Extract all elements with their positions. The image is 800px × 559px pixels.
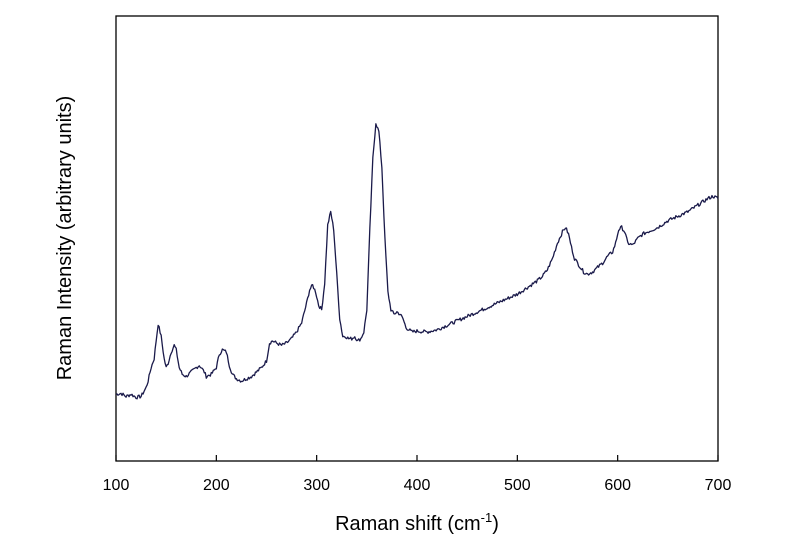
x-tick-label: 100 (103, 477, 130, 494)
spectrum-line (115, 123, 719, 400)
x-tick-label: 300 (303, 477, 330, 494)
x-tick-label: 200 (203, 477, 230, 494)
plot-frame (115, 15, 719, 462)
y-axis-title: Raman Intensity (arbitrary units) (54, 96, 76, 381)
x-axis-title-main: Raman shift (cm (335, 513, 481, 535)
x-tick-label: 400 (404, 477, 431, 494)
x-axis-title-superscript: -1 (481, 510, 493, 525)
x-tick-label: 600 (604, 477, 631, 494)
x-axis-ticks (115, 455, 719, 461)
x-tick-label: 700 (705, 477, 732, 494)
x-axis-title: Raman shift (cm-1) (335, 510, 499, 535)
x-tick-label: 500 (504, 477, 531, 494)
x-axis-title-suffix: ) (492, 513, 499, 535)
x-axis-tick-labels: 100 200 300 400 500 600 700 (103, 477, 732, 494)
